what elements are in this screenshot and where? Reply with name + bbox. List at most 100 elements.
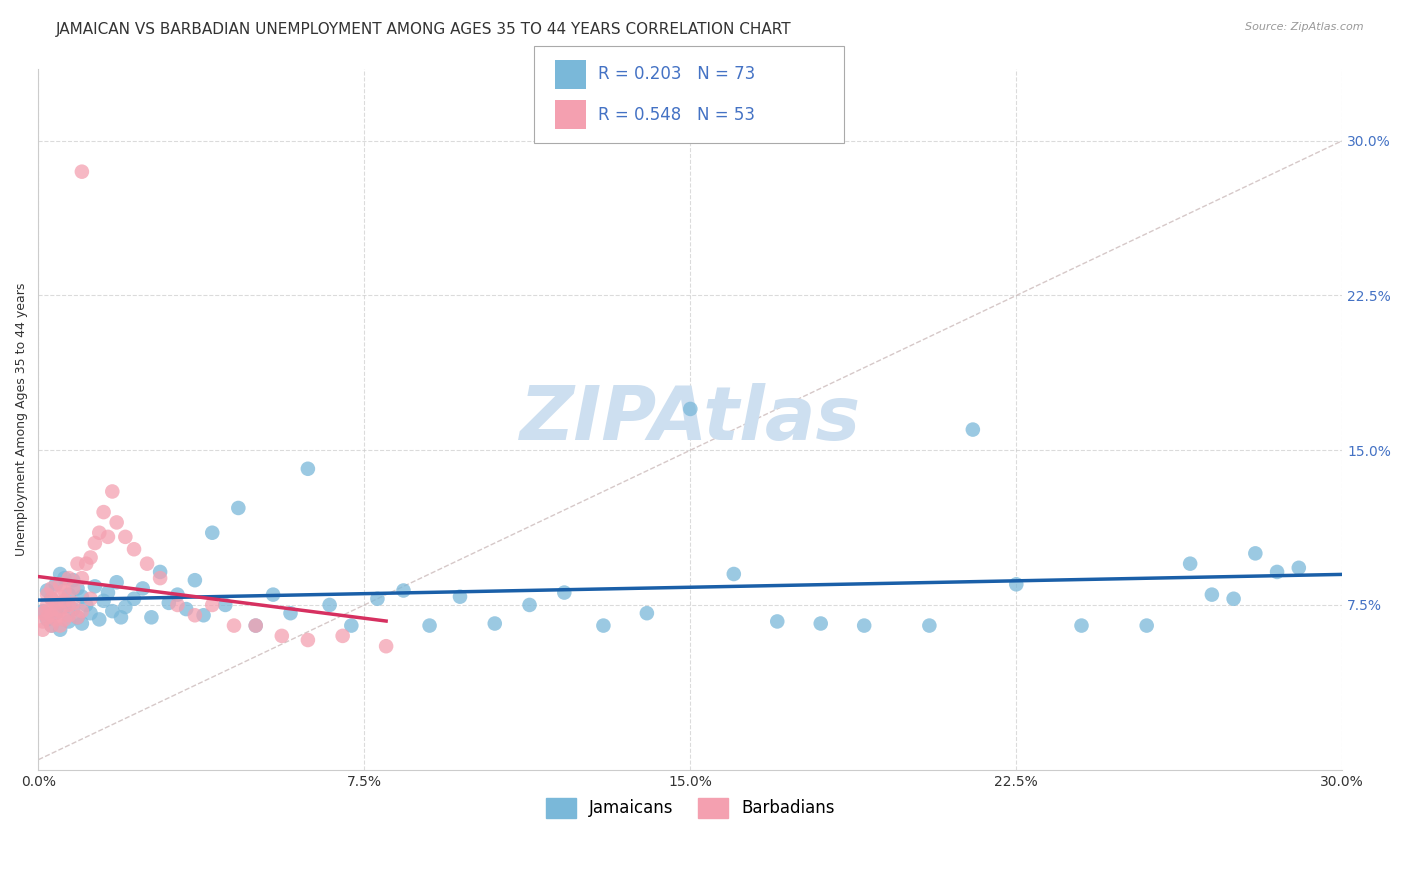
Jamaicans bbox=[58, 588, 80, 602]
Jamaicans bbox=[149, 565, 172, 579]
Jamaicans bbox=[166, 588, 188, 602]
Barbadians bbox=[201, 598, 224, 612]
Jamaicans bbox=[245, 618, 267, 632]
Jamaicans bbox=[553, 585, 575, 599]
Barbadians bbox=[70, 164, 93, 178]
Barbadians bbox=[41, 591, 63, 606]
Jamaicans bbox=[49, 596, 72, 610]
Jamaicans bbox=[918, 618, 941, 632]
Jamaicans bbox=[141, 610, 163, 624]
Jamaicans bbox=[962, 423, 984, 437]
Jamaicans bbox=[75, 598, 97, 612]
Jamaicans bbox=[1136, 618, 1159, 632]
Jamaicans bbox=[49, 566, 72, 581]
Barbadians bbox=[84, 536, 107, 550]
Jamaicans bbox=[97, 585, 120, 599]
Jamaicans bbox=[66, 610, 89, 624]
Jamaicans bbox=[79, 606, 101, 620]
Jamaicans bbox=[766, 615, 789, 629]
Jamaicans bbox=[228, 500, 250, 515]
Barbadians bbox=[70, 571, 93, 585]
Barbadians bbox=[75, 557, 97, 571]
Jamaicans bbox=[810, 616, 832, 631]
Y-axis label: Unemployment Among Ages 35 to 44 years: Unemployment Among Ages 35 to 44 years bbox=[15, 283, 28, 556]
Barbadians bbox=[222, 618, 245, 632]
Jamaicans bbox=[114, 600, 136, 615]
Jamaicans bbox=[45, 577, 67, 591]
Jamaicans bbox=[41, 618, 63, 632]
Jamaicans bbox=[280, 606, 302, 620]
Jamaicans bbox=[214, 598, 236, 612]
Jamaicans bbox=[70, 616, 93, 631]
Jamaicans bbox=[1005, 577, 1028, 591]
Jamaicans bbox=[392, 583, 415, 598]
Jamaicans bbox=[1288, 561, 1310, 575]
Jamaicans bbox=[70, 590, 93, 604]
Barbadians bbox=[58, 571, 80, 585]
Barbadians bbox=[122, 542, 145, 557]
Jamaicans bbox=[484, 616, 506, 631]
Jamaicans bbox=[201, 525, 224, 540]
Barbadians bbox=[66, 557, 89, 571]
Jamaicans bbox=[66, 582, 89, 596]
Jamaicans bbox=[592, 618, 614, 632]
Jamaicans bbox=[723, 566, 745, 581]
Legend: Jamaicans, Barbadians: Jamaicans, Barbadians bbox=[538, 791, 842, 825]
Jamaicans bbox=[262, 588, 284, 602]
Barbadians bbox=[114, 530, 136, 544]
Barbadians bbox=[270, 629, 292, 643]
Text: R = 0.203   N = 73: R = 0.203 N = 73 bbox=[598, 65, 755, 84]
Barbadians bbox=[332, 629, 354, 643]
Barbadians bbox=[375, 639, 398, 653]
Jamaicans bbox=[318, 598, 340, 612]
Jamaicans bbox=[1201, 588, 1223, 602]
Jamaicans bbox=[297, 462, 319, 476]
Barbadians bbox=[97, 530, 120, 544]
Barbadians bbox=[66, 610, 89, 624]
Barbadians bbox=[31, 615, 53, 629]
Barbadians bbox=[45, 602, 67, 616]
Jamaicans bbox=[1178, 557, 1201, 571]
Barbadians bbox=[297, 633, 319, 648]
Barbadians bbox=[136, 557, 159, 571]
Barbadians bbox=[79, 591, 101, 606]
Text: JAMAICAN VS BARBADIAN UNEMPLOYMENT AMONG AGES 35 TO 44 YEARS CORRELATION CHART: JAMAICAN VS BARBADIAN UNEMPLOYMENT AMONG… bbox=[56, 22, 792, 37]
Jamaicans bbox=[853, 618, 876, 632]
Jamaicans bbox=[1265, 565, 1288, 579]
Barbadians bbox=[184, 608, 207, 623]
Jamaicans bbox=[45, 606, 67, 620]
Jamaicans bbox=[184, 573, 207, 587]
Jamaicans bbox=[157, 596, 180, 610]
Jamaicans bbox=[62, 573, 84, 587]
Jamaicans bbox=[1244, 546, 1267, 560]
Barbadians bbox=[245, 618, 267, 632]
Jamaicans bbox=[132, 582, 155, 596]
Jamaicans bbox=[49, 623, 72, 637]
Jamaicans bbox=[519, 598, 541, 612]
Barbadians bbox=[31, 623, 53, 637]
Barbadians bbox=[41, 582, 63, 596]
Barbadians bbox=[105, 516, 128, 530]
Jamaicans bbox=[31, 604, 53, 618]
Text: R = 0.548   N = 53: R = 0.548 N = 53 bbox=[598, 105, 755, 124]
Jamaicans bbox=[679, 401, 702, 416]
Jamaicans bbox=[58, 615, 80, 629]
Barbadians bbox=[70, 604, 93, 618]
Jamaicans bbox=[449, 590, 471, 604]
Jamaicans bbox=[174, 602, 197, 616]
Text: Source: ZipAtlas.com: Source: ZipAtlas.com bbox=[1246, 22, 1364, 32]
Barbadians bbox=[101, 484, 124, 499]
Barbadians bbox=[53, 612, 76, 626]
Barbadians bbox=[79, 550, 101, 565]
Barbadians bbox=[89, 525, 111, 540]
Jamaicans bbox=[53, 600, 76, 615]
Barbadians bbox=[62, 596, 84, 610]
Barbadians bbox=[49, 590, 72, 604]
Jamaicans bbox=[37, 612, 59, 626]
Jamaicans bbox=[62, 602, 84, 616]
Jamaicans bbox=[636, 606, 658, 620]
Barbadians bbox=[62, 582, 84, 596]
Barbadians bbox=[37, 610, 59, 624]
Jamaicans bbox=[110, 610, 132, 624]
Barbadians bbox=[37, 604, 59, 618]
